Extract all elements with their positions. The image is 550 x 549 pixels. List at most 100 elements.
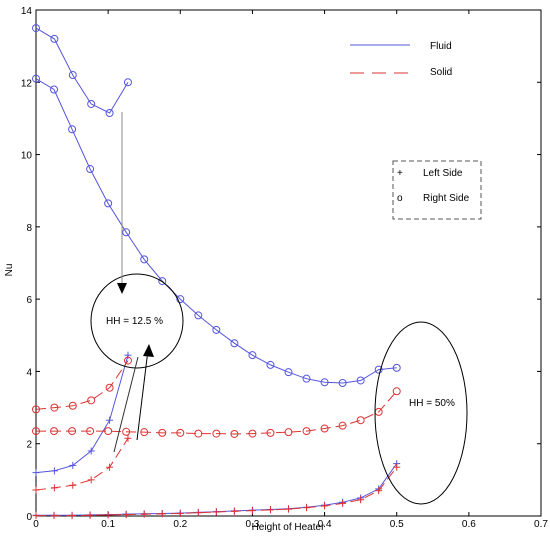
data-point <box>374 365 383 374</box>
y-tick-label: 12 <box>21 78 33 89</box>
data-point <box>392 363 401 372</box>
data-point <box>123 356 132 365</box>
data-point <box>105 383 114 392</box>
legend-label-fluid: Fluid <box>430 41 452 52</box>
x-tick-label: 0 <box>33 519 39 530</box>
data-point <box>375 487 383 495</box>
y-tick-label: 2 <box>26 440 32 451</box>
annotation-arrowhead-up <box>143 344 154 357</box>
legend-symbol-left: + <box>397 168 403 179</box>
data-point <box>212 429 221 438</box>
data-point <box>266 506 274 514</box>
data-point <box>339 499 347 507</box>
legend-markers: + Left Side o Right Side <box>392 160 482 220</box>
data-point <box>194 429 203 438</box>
data-point <box>321 502 329 510</box>
y-tick-label: 6 <box>26 295 32 306</box>
series-5 <box>32 387 401 438</box>
y-tick-label: 4 <box>26 367 32 378</box>
data-point <box>87 99 96 108</box>
annotations: HH = 12.5 % HH = 50% <box>90 112 468 505</box>
data-point <box>50 403 59 412</box>
data-point <box>68 71 77 80</box>
data-point <box>212 508 220 516</box>
data-point <box>176 428 185 437</box>
data-point <box>50 85 59 94</box>
data-point <box>50 34 59 43</box>
data-point <box>392 387 401 396</box>
y-tick-label: 14 <box>21 6 33 17</box>
series-line <box>35 438 129 491</box>
data-point <box>266 428 275 437</box>
annotation-ellipse-12 <box>90 273 184 369</box>
data-point <box>69 461 77 469</box>
x-tick-label: 0.5 <box>390 519 404 530</box>
annotation-text-12: HH = 12.5 % <box>106 316 163 327</box>
x-tick-label: 0.1 <box>101 519 115 530</box>
data-point <box>69 481 77 489</box>
data-point <box>32 469 40 477</box>
data-point <box>104 511 112 519</box>
data-point <box>32 74 40 83</box>
data-point <box>68 512 76 520</box>
data-point <box>86 427 95 436</box>
data-point <box>357 496 365 504</box>
data-point <box>140 255 149 264</box>
data-point <box>106 416 114 424</box>
annotation-arrowhead-down <box>117 283 127 294</box>
data-point <box>194 509 202 517</box>
data-point <box>356 416 365 425</box>
y-tick-label: 10 <box>21 151 33 162</box>
series-7 <box>32 463 401 520</box>
y-tick-label: 8 <box>26 223 32 234</box>
data-point <box>230 507 238 515</box>
data-point <box>50 484 58 492</box>
data-point <box>86 511 94 519</box>
data-point <box>140 510 148 518</box>
series-0 <box>32 24 132 118</box>
data-point <box>104 427 113 436</box>
legend-lines: Fluid Solid <box>350 41 452 78</box>
data-point <box>176 509 184 517</box>
data-point <box>87 476 95 484</box>
data-point <box>320 378 329 387</box>
legend-label-right: Right Side <box>423 193 470 204</box>
data-point <box>140 428 149 437</box>
data-point <box>248 429 257 438</box>
data-point <box>285 505 292 513</box>
data-point <box>106 463 114 471</box>
data-point <box>158 510 166 518</box>
data-point <box>194 311 203 320</box>
data-point <box>50 467 58 475</box>
series-4 <box>32 356 132 414</box>
series-line <box>35 78 397 384</box>
data-point <box>230 339 239 348</box>
annotation-arrow-leftdown <box>113 356 139 453</box>
series-2 <box>32 351 132 477</box>
series-3 <box>32 434 132 494</box>
data-point <box>320 424 329 433</box>
data-point <box>105 109 114 118</box>
data-point <box>124 434 132 442</box>
data-point <box>50 512 58 520</box>
series-1 <box>32 74 401 387</box>
data-point <box>158 277 167 286</box>
data-point <box>302 374 311 383</box>
data-point <box>284 368 293 377</box>
data-point <box>303 504 311 512</box>
data-point <box>248 351 257 360</box>
data-point <box>68 427 77 436</box>
data-point <box>356 376 365 385</box>
series-line <box>35 360 129 410</box>
data-point <box>32 512 40 520</box>
data-point <box>32 427 40 436</box>
x-tick-label: 0.2 <box>173 519 187 530</box>
x-tick-label: 0.3 <box>245 519 259 530</box>
data-point <box>68 401 77 410</box>
x-axis-label: Height of Heater <box>252 522 325 533</box>
series-line <box>36 463 398 516</box>
data-point <box>87 447 95 455</box>
data-point <box>104 199 113 208</box>
data-point <box>284 428 293 437</box>
